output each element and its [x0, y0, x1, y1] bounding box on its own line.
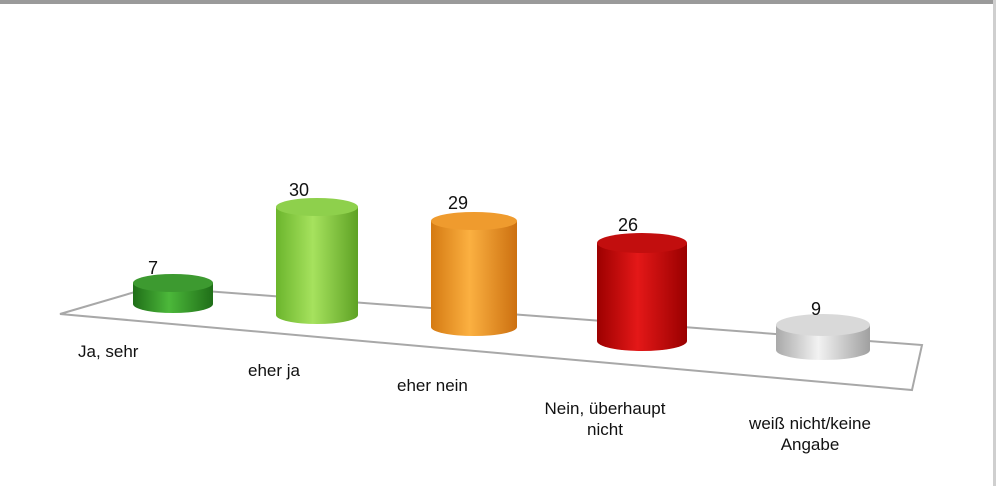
- category-label: Nein, überhaupt nicht: [525, 398, 685, 440]
- bar-nein-ueberhaupt-nicht: [597, 233, 687, 351]
- category-label-line: Nein, überhaupt: [544, 399, 666, 418]
- chart-floor: [59, 285, 924, 392]
- value-label: 7: [147, 258, 158, 278]
- window-right-border: [993, 0, 996, 486]
- bar-ja-sehr: [133, 274, 213, 313]
- category-label: weiß nicht/keine Angabe: [720, 413, 900, 455]
- category-label-line: nicht: [587, 420, 623, 439]
- category-label: Ja, sehr: [78, 342, 139, 361]
- value-label: 9: [810, 299, 821, 319]
- value-label: 29: [447, 193, 469, 213]
- category-label-line: Angabe: [780, 435, 840, 454]
- value-label: 30: [288, 180, 310, 200]
- category-label: eher nein: [397, 376, 468, 395]
- value-label: 26: [617, 215, 639, 235]
- window-top-border: [0, 0, 996, 4]
- category-label-line: weiß nicht/keine: [749, 414, 871, 433]
- bar-weiss-nicht: [776, 314, 870, 360]
- bar-eher-ja: [276, 198, 358, 324]
- category-label: eher ja: [248, 361, 300, 380]
- bar-eher-nein: [431, 212, 517, 336]
